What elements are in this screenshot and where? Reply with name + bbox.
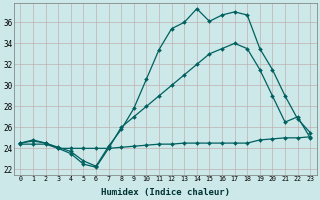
X-axis label: Humidex (Indice chaleur): Humidex (Indice chaleur)	[101, 188, 230, 197]
